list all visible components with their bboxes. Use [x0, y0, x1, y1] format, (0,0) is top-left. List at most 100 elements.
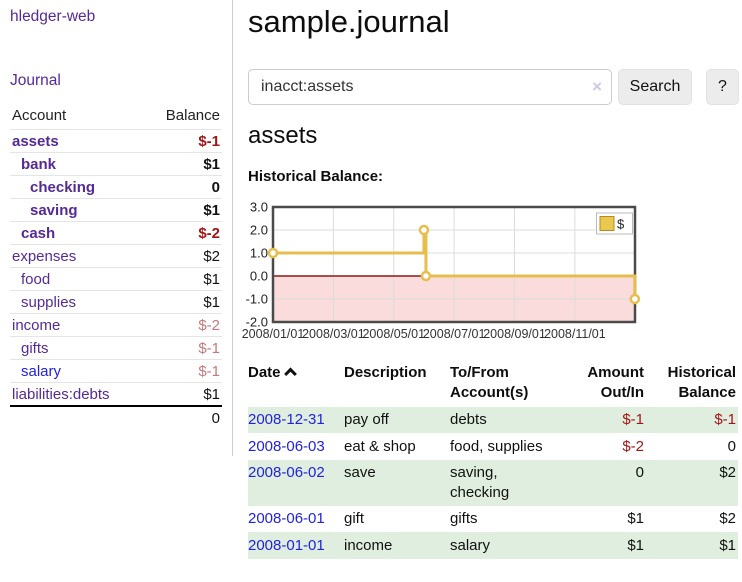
transaction-accounts: debts [450, 411, 487, 429]
register-row: 2008-06-02 save saving, checking 0 $2 [248, 459, 738, 506]
transaction-date-link[interactable]: 2008-06-03 [248, 437, 325, 455]
account-link-liabilities-debts[interactable]: liabilities:debts [12, 385, 110, 403]
account-link-income[interactable]: income [12, 316, 61, 334]
account-row: cash $-2 [10, 221, 222, 245]
y-tick-label: 3.0 [250, 200, 268, 215]
register-col-description: Description [344, 364, 427, 381]
transaction-amount: $-1 [622, 411, 644, 429]
register-col-accounts: To/From Account(s) [450, 364, 529, 401]
register-col-date[interactable]: Date [248, 361, 344, 407]
transaction-description: eat & shop [344, 437, 416, 455]
account-balance: $-1 [143, 336, 222, 360]
accounts-table: Account Balance assets $-1 bank $1 checking 0… [10, 105, 222, 429]
account-balance: $-1 [143, 359, 222, 383]
accounts-col-account: Account [12, 107, 67, 124]
transaction-amount: $1 [627, 510, 644, 528]
account-link-checking[interactable]: checking [30, 178, 96, 196]
transaction-date-link[interactable]: 2008-01-01 [248, 536, 325, 554]
account-balance: $1 [143, 152, 222, 176]
account-link-food[interactable]: food [21, 270, 51, 288]
account-balance: $2 [143, 244, 222, 268]
register-table: Date Description To/From Account(s) Amou… [248, 361, 738, 559]
transaction-accounts: gifts [450, 510, 478, 528]
account-link-bank[interactable]: bank [21, 155, 57, 173]
account-row: expenses $2 [10, 244, 222, 268]
account-row: checking 0 [10, 175, 222, 199]
page-title: sample.journal [248, 4, 450, 39]
accounts-total-row: 0 [10, 405, 222, 429]
transaction-description: save [344, 464, 376, 482]
x-tick-label: 2008/05/01 [362, 327, 425, 341]
legend-label: $ [617, 217, 625, 232]
account-link-expenses[interactable]: expenses [12, 247, 77, 265]
x-tick-label: 2008/09/01 [483, 327, 546, 341]
account-row: bank $1 [10, 152, 222, 176]
account-row: gifts $-1 [10, 336, 222, 360]
transaction-date-link[interactable]: 2008-12-31 [248, 411, 325, 429]
transaction-amount: $-2 [622, 437, 644, 455]
account-link-cash[interactable]: cash [21, 224, 56, 242]
historical-balance-chart: 3.0 2.0 1.0 0.0 -1.0 -2.0 2008/01/01 2008/03/01… [240, 200, 740, 347]
register-row: 2008-06-01 gift gifts $1 $2 [248, 506, 738, 533]
y-tick-label: 0.0 [250, 269, 268, 284]
y-tick-label: -1.0 [246, 292, 268, 307]
transaction-balance: 0 [727, 437, 736, 455]
transaction-balance: $-1 [714, 411, 736, 429]
account-link-saving[interactable]: saving [30, 201, 78, 219]
chart-svg: 3.0 2.0 1.0 0.0 -1.0 -2.02008/01/012008/03/01… [242, 200, 641, 341]
account-link-salary[interactable]: salary [21, 362, 62, 380]
transaction-description: gift [344, 510, 365, 528]
account-link-assets[interactable]: assets [12, 132, 59, 150]
legend-swatch [599, 216, 615, 231]
chart-label: Historical Balance: [248, 168, 384, 185]
transaction-amount: 0 [635, 464, 644, 482]
data-point [629, 293, 641, 305]
register-row: 2008-06-03 eat & shop food, supplies $-2 0 [248, 433, 738, 460]
sidebar: hledger-web Journal Account Balance asse… [0, 0, 233, 456]
account-balance: $-2 [143, 313, 222, 337]
account-row: liabilities:debts $1 [10, 382, 222, 406]
account-balance: $1 [143, 290, 222, 314]
register-col-amount: Amount Out/In [587, 364, 644, 401]
transaction-amount: $1 [627, 536, 644, 554]
sidebar-item-journal[interactable]: Journal [10, 72, 61, 89]
transaction-balance: $2 [719, 510, 736, 528]
transaction-date-link[interactable]: 2008-06-01 [248, 510, 325, 528]
plot-border [271, 205, 637, 324]
y-tick-label: -2.0 [246, 315, 268, 330]
account-row: assets $-1 [10, 129, 222, 153]
x-tick-label: 2008/11/01 [544, 327, 606, 341]
transaction-accounts: food, supplies [450, 437, 543, 455]
data-point [267, 247, 279, 259]
transaction-description: pay off [344, 411, 389, 429]
sort-ascending-icon [283, 367, 297, 381]
account-balance: $-2 [143, 221, 222, 245]
account-row: supplies $1 [10, 290, 222, 314]
transaction-balance: $1 [719, 536, 736, 554]
x-tick-label: 2008/03/01 [302, 327, 365, 341]
register-col-balance: Historical Balance [667, 364, 736, 401]
clear-search-icon[interactable]: × [592, 77, 602, 96]
help-button[interactable]: ? [706, 69, 739, 105]
account-link-supplies[interactable]: supplies [21, 293, 77, 311]
brand-link[interactable]: hledger-web [10, 8, 96, 25]
x-tick-label: 2008/01/01 [242, 327, 305, 341]
account-link-gifts[interactable]: gifts [21, 339, 49, 357]
account-title: assets [248, 122, 318, 149]
main-panel: sample.journal × Search ? assets Histori… [242, 0, 742, 582]
transaction-accounts: salary [450, 536, 491, 554]
search-button[interactable]: Search [618, 69, 692, 105]
data-point [418, 224, 430, 236]
register-row: 2008-01-01 income salary $1 $1 [248, 532, 738, 559]
search-input[interactable] [248, 69, 612, 105]
x-tick-label: 2008/07/01 [423, 327, 486, 341]
transaction-date-link[interactable]: 2008-06-02 [248, 464, 325, 482]
data-point [420, 270, 432, 282]
transaction-description: income [344, 536, 393, 554]
accounts-total: 0 [143, 405, 222, 429]
account-balance: 0 [143, 175, 222, 199]
search-box: × [248, 69, 612, 105]
account-row: saving $1 [10, 198, 222, 222]
search-row: × Search ? [248, 69, 742, 105]
y-tick-label: 2.0 [250, 223, 268, 238]
